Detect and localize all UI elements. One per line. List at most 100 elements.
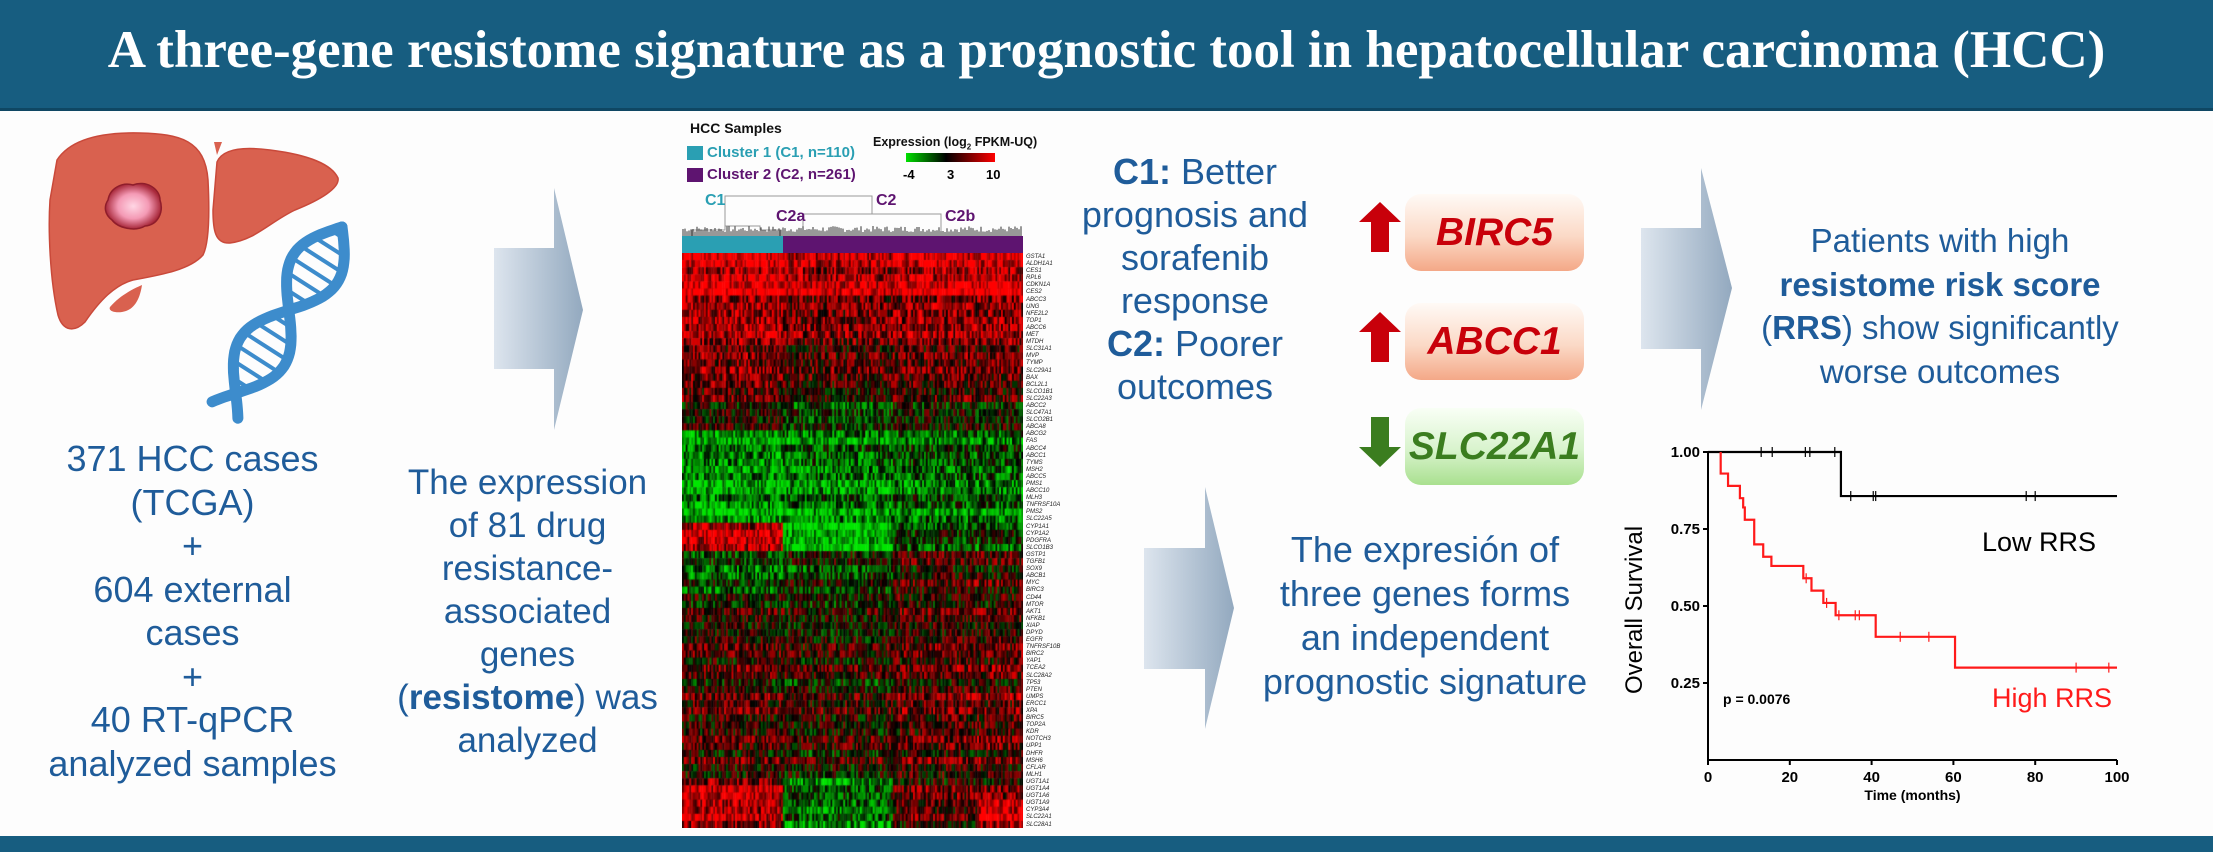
heatmap-row-label: CYP3A4	[1026, 807, 1050, 814]
dna-rung	[243, 330, 289, 362]
heatmap-row-label: UGT1A1	[1026, 778, 1050, 785]
text-line: The expression	[380, 461, 675, 504]
heatmap-row-label: DHFR	[1026, 750, 1043, 757]
x-tick-label: 20	[1781, 769, 1798, 786]
heatmap-row-label: GSTP1	[1026, 551, 1046, 558]
heatmap-row-label: BIRC2	[1026, 651, 1044, 658]
arrow-right-icon	[1144, 487, 1234, 729]
text-segment: cases	[145, 612, 240, 653]
heatmap-row-label: NFKB1	[1026, 615, 1046, 622]
gene-box-slc22a1: SLC22A1	[1405, 408, 1584, 485]
bold-text: resistome	[408, 678, 575, 717]
dna-rung	[290, 256, 337, 288]
text-line: +	[20, 655, 365, 699]
heatmap-row-label: ABCC1	[1026, 452, 1047, 459]
heatmap-row-label: PTEN	[1026, 686, 1043, 693]
arrow-up-icon	[1359, 202, 1401, 252]
heatmap-row-label: PDGFRA	[1026, 537, 1052, 544]
heatmap-row-label: SLC31A1	[1026, 346, 1052, 353]
text-segment: of 81 drug	[448, 506, 607, 545]
text-line: resistome risk score	[1750, 263, 2130, 307]
dna-rung	[299, 244, 344, 275]
heatmap-row-label: TNFRSF10B	[1026, 644, 1061, 651]
text-segment: Better	[1170, 151, 1278, 192]
text-line: Patients with high	[1750, 219, 2130, 263]
text-line: C1: Better	[1040, 150, 1350, 193]
legend-title-text: Expression (log	[873, 135, 967, 149]
cluster2-bar	[783, 236, 1023, 253]
dendrogram-label-c1: C1	[705, 192, 726, 209]
expression-color-scale	[906, 153, 995, 162]
heatmap-row-label: BAX	[1026, 374, 1039, 381]
cluster2-label: Cluster 2 (C2, n=261)	[707, 166, 856, 183]
text-line: analyzed samples	[20, 742, 365, 786]
text-line: The expresión of	[1255, 528, 1595, 572]
text-segment: ) show significantly	[1841, 309, 2119, 346]
heatmap-row-label: UGT1A4	[1026, 786, 1050, 793]
text-segment: an independent	[1300, 617, 1550, 658]
heatmap-row-label: ABCC2	[1026, 402, 1047, 409]
legend-high-rrs: High RRS	[1992, 683, 2112, 713]
legend-tick-min: -4	[903, 167, 915, 182]
heatmap-row-label: SLCO1B1	[1026, 388, 1054, 395]
text-segment: The expresión of	[1290, 529, 1560, 570]
heatmap-row-label: XIAP	[1026, 622, 1040, 629]
heatmap-row-label: BIRC5	[1026, 715, 1044, 722]
title-bar	[0, 0, 2213, 111]
bottom-bar	[0, 836, 2213, 852]
heatmap-row-label: SLC28A1	[1026, 821, 1052, 828]
text-line: prognosis and	[1040, 193, 1350, 236]
text-line: three genes forms	[1255, 572, 1595, 616]
heatmap-row-label: FAS	[1026, 438, 1038, 445]
y-tick-label: 1.00	[1671, 444, 1700, 461]
page-title: A three-gene resistome signature as a pr…	[107, 21, 2106, 79]
heatmap-row-label: MLH1	[1026, 771, 1043, 778]
legend-tick-mid: 3	[947, 167, 955, 182]
expression-legend-title: Expression (log2 FPKM-UQ)	[873, 135, 1037, 152]
text-segment: Poorer	[1164, 323, 1284, 364]
heatmap-row-label: PMS2	[1026, 509, 1043, 516]
heatmap-row-label: SLCO2B1	[1026, 417, 1054, 424]
x-tick-label: 0	[1704, 769, 1712, 786]
cluster1-bar	[682, 236, 783, 253]
heatmap-row-label: RPL6	[1026, 275, 1042, 282]
dendrogram-label-c2a: C2a	[776, 208, 806, 225]
heatmap-row-label: PMS1	[1026, 481, 1043, 487]
heatmap-row-label: MET	[1026, 332, 1039, 339]
y-tick-label: 0.50	[1671, 598, 1700, 615]
bold-text: resistome risk score	[1779, 265, 2101, 303]
heatmap-row-label: NFE2L2	[1026, 310, 1049, 317]
text-segment: response	[1120, 280, 1270, 321]
gene-box-abcc1: ABCC1	[1405, 303, 1584, 380]
legend-title-subscript: 2	[966, 142, 972, 152]
cluster2-swatch	[687, 168, 703, 182]
heatmap-row-label: KDR	[1026, 729, 1039, 736]
text-segment: genes	[479, 635, 576, 674]
arrow-up-icon	[1359, 312, 1401, 362]
text-segment: resistance-	[441, 549, 614, 588]
text-line: (resistome) was	[380, 676, 675, 719]
text-line: 604 external	[20, 568, 365, 612]
heatmap-row-label: SLC22A5	[1026, 516, 1052, 523]
y-axis-label: Overall Survival	[1621, 526, 1648, 694]
heatmap-row-label: TYMP	[1026, 360, 1043, 367]
heatmap-row-label: TYMS	[1026, 459, 1043, 466]
survival-chart: 0.25 0.50 0.75 1.00 0 20 40 60 80 100 Time (months…	[1621, 444, 2130, 803]
heatmap-row-label: SLC22A1	[1026, 814, 1052, 821]
text-segment: worse outcomes	[1819, 352, 2061, 390]
heatmap-row-label: CYP1A2	[1026, 530, 1050, 537]
heatmap-row-label: CD44	[1026, 594, 1042, 601]
y-tick-label: 0.25	[1671, 675, 1700, 692]
x-tick-label: 80	[2027, 769, 2044, 786]
heatmap-row-label: CES1	[1026, 268, 1042, 275]
signature-text: The expresión of three genes forms an inde…	[1255, 528, 1595, 704]
dna-strand	[227, 221, 350, 424]
heatmap-header: HCC Samples	[690, 120, 782, 136]
legend-low-rrs: Low RRS	[1982, 527, 2096, 557]
heatmap-row-label: SLC47A1	[1026, 410, 1052, 417]
heatmap-row-label: TGFB1	[1026, 559, 1046, 566]
heatmap-row-label: UMPS	[1026, 693, 1044, 700]
heatmap-row-label: UGT1A9	[1026, 800, 1050, 807]
heatmap-row-label: SOX9	[1026, 566, 1043, 573]
heatmap-row-label: SLCO1B3	[1026, 544, 1054, 551]
